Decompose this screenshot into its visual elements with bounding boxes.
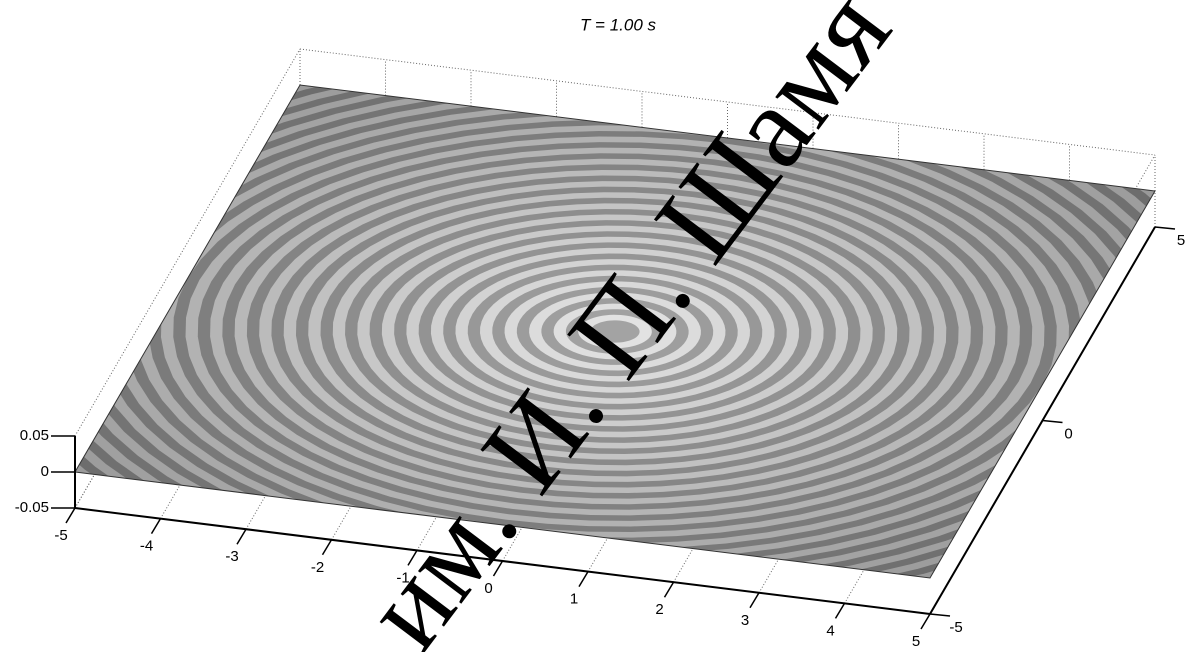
x-tick bbox=[750, 593, 759, 608]
z-tick-label: 0.05 bbox=[20, 427, 49, 444]
x-tick-label: 5 bbox=[912, 633, 920, 650]
x-tick bbox=[237, 529, 246, 544]
y-tick bbox=[930, 614, 950, 616]
y-tick-label: 5 bbox=[1177, 232, 1185, 249]
x-tick-label: 1 bbox=[570, 591, 578, 608]
chart-title: T = 1.00 s bbox=[580, 15, 657, 34]
x-tick-label: 3 bbox=[741, 612, 749, 629]
x-tick bbox=[66, 508, 75, 523]
z-tick-label: 0 bbox=[41, 463, 49, 480]
z-tick-label: -0.05 bbox=[15, 499, 49, 516]
x-tick bbox=[579, 572, 588, 587]
y-tick bbox=[1155, 227, 1175, 229]
chart: -5-4-3-2-1012345-505-0.0500.05 T = 1.00 … bbox=[0, 0, 1187, 652]
x-tick bbox=[323, 540, 332, 555]
x-tick-label: -5 bbox=[54, 527, 67, 544]
x-tick bbox=[152, 519, 161, 534]
x-tick bbox=[665, 582, 674, 597]
x-tick-label: 4 bbox=[826, 622, 834, 639]
x-tick-label: -3 bbox=[225, 548, 238, 565]
y-tick bbox=[1043, 421, 1063, 423]
x-tick bbox=[836, 603, 845, 618]
y-tick-label: -5 bbox=[949, 619, 962, 636]
x-tick-label: -4 bbox=[140, 538, 153, 555]
x-tick-label: -2 bbox=[311, 559, 324, 576]
x-tick bbox=[921, 614, 930, 629]
y-tick-label: 0 bbox=[1064, 425, 1072, 442]
x-tick-label: 2 bbox=[655, 601, 663, 618]
